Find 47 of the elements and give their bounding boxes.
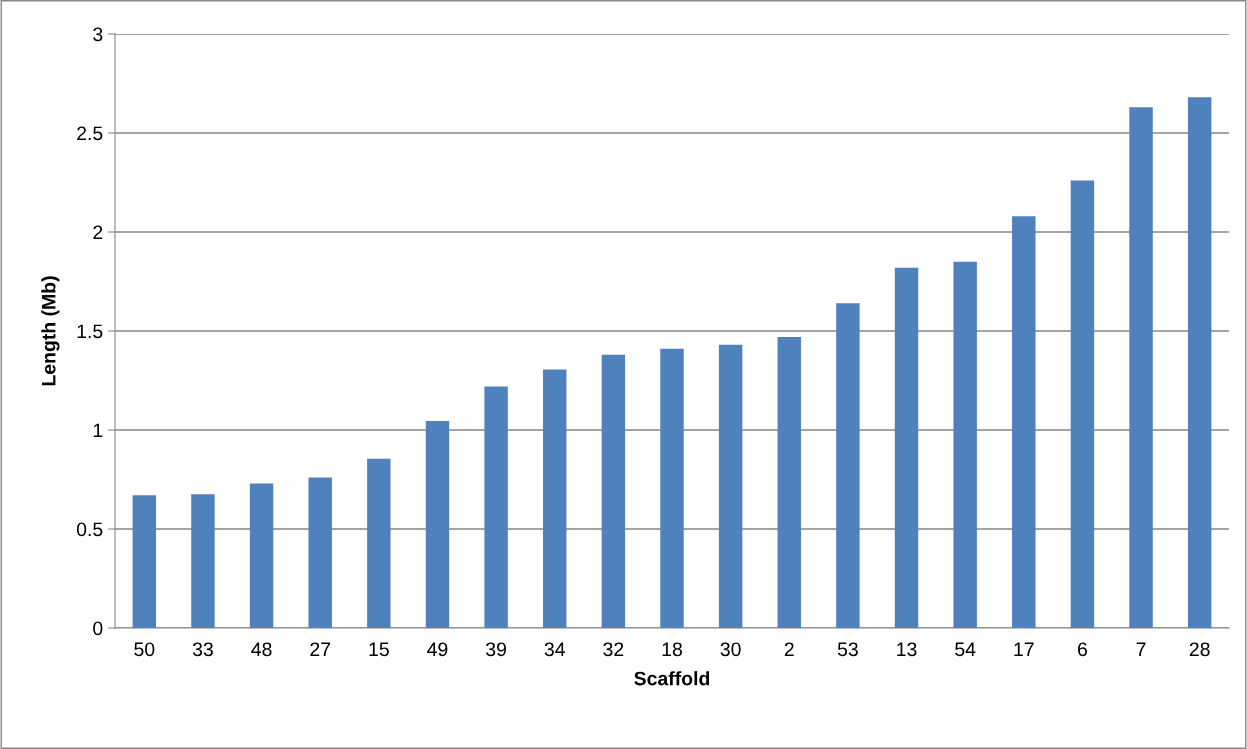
bar bbox=[132, 495, 157, 628]
bar bbox=[718, 344, 743, 628]
bar bbox=[367, 458, 391, 628]
x-tick-label: 53 bbox=[837, 642, 858, 657]
x-tick-label: 28 bbox=[1189, 642, 1210, 657]
bar bbox=[1187, 97, 1212, 628]
x-axis-title: Scaffold bbox=[634, 671, 710, 686]
bar bbox=[1070, 180, 1095, 628]
y-tick-label: 1 bbox=[93, 423, 103, 438]
y-tick-label: 0 bbox=[93, 621, 103, 636]
y-tick-label: 2 bbox=[93, 225, 103, 240]
x-tick-label: 2 bbox=[784, 642, 794, 656]
bar bbox=[1012, 216, 1036, 628]
x-tick-label: 27 bbox=[310, 642, 331, 656]
bar bbox=[601, 354, 626, 628]
bar bbox=[953, 261, 977, 628]
x-tick-label: 6 bbox=[1078, 642, 1087, 657]
x-tick-label: 48 bbox=[251, 642, 272, 657]
x-tick-label: 33 bbox=[192, 642, 213, 657]
x-tick-label: 34 bbox=[544, 642, 565, 657]
x-tick-label: 17 bbox=[1014, 642, 1034, 656]
bar bbox=[425, 421, 450, 628]
bar bbox=[249, 483, 274, 628]
x-tick-label: 32 bbox=[603, 642, 624, 657]
x-tick-label: 54 bbox=[955, 642, 976, 657]
x-tick-label: 13 bbox=[897, 642, 917, 657]
bar bbox=[836, 303, 860, 628]
x-tick-label: 39 bbox=[486, 642, 506, 657]
x-tick-label: 50 bbox=[134, 642, 155, 657]
bar bbox=[660, 348, 684, 628]
bar bbox=[543, 369, 567, 628]
x-tick-label: 18 bbox=[662, 642, 682, 657]
bar bbox=[1129, 107, 1153, 628]
y-tick-label: 3 bbox=[93, 27, 103, 42]
bar bbox=[894, 267, 919, 628]
bar bbox=[777, 336, 801, 628]
x-tick-label: 49 bbox=[427, 642, 448, 657]
bar bbox=[191, 494, 215, 628]
x-tick-label: 7 bbox=[1136, 642, 1146, 656]
bar bbox=[484, 386, 508, 628]
y-tick-label: 0.5 bbox=[76, 522, 103, 537]
bar bbox=[308, 477, 332, 628]
x-tick-label: 30 bbox=[720, 642, 741, 657]
y-tick-label: 1.5 bbox=[77, 324, 103, 339]
y-tick-label: 2.5 bbox=[77, 126, 103, 141]
x-tick-label: 15 bbox=[369, 642, 389, 657]
y-axis-title: Length (Mb) bbox=[41, 276, 60, 386]
